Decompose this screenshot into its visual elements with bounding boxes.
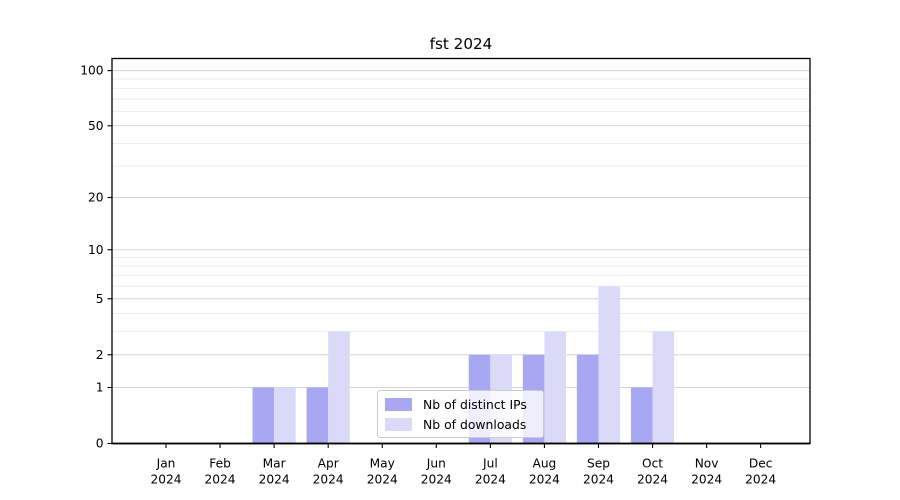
x-tick-label-month: Oct	[642, 457, 663, 471]
y-tick-label: 5	[96, 292, 104, 306]
legend-swatch-downloads	[385, 417, 412, 431]
x-tick-label-year: 2024	[583, 473, 614, 487]
y-tick-label: 2	[96, 348, 104, 362]
x-tick-label-year: 2024	[150, 473, 181, 487]
bar-downloads	[598, 286, 621, 444]
x-tick-label-month: Jul	[482, 457, 498, 471]
y-tick-label: 0	[96, 437, 104, 451]
x-tick-label-month: Jun	[426, 457, 446, 471]
legend-item-downloads: Nb of downloads	[385, 416, 537, 433]
y-tick-label: 20	[88, 191, 104, 205]
bar-downloads	[328, 331, 350, 444]
legend-label-downloads: Nb of downloads	[423, 416, 527, 432]
x-tick-label-year: 2024	[637, 473, 668, 487]
x-tick-label-month: Dec	[749, 457, 773, 471]
legend-swatch-distinct-ips	[385, 397, 412, 411]
x-tick-label-year: 2024	[529, 473, 560, 487]
bar-distinct-ips	[576, 354, 599, 444]
x-tick-label-year: 2024	[313, 473, 344, 487]
axes-frame	[111, 57, 811, 445]
x-tick-label-month: Mar	[263, 457, 287, 471]
bar-distinct-ips	[630, 387, 653, 444]
legend-label-distinct-ips: Nb of distinct IPs	[423, 396, 527, 412]
x-tick-label-year: 2024	[259, 473, 290, 487]
y-tick-label: 100	[80, 64, 103, 78]
bar-downloads	[544, 331, 567, 444]
x-tick-label-month: Nov	[695, 457, 719, 471]
y-tick-label: 50	[88, 119, 104, 133]
x-tick-label-month: Apr	[318, 457, 340, 471]
x-tick-label-month: May	[370, 457, 395, 471]
chart-title: fst 2024	[429, 35, 493, 53]
x-tick-label-year: 2024	[745, 473, 776, 487]
bar-downloads	[652, 331, 675, 444]
bar-downloads	[274, 387, 296, 444]
legend-item-distinct-ips: Nb of distinct IPs	[385, 396, 537, 413]
x-tick-label-year: 2024	[205, 473, 236, 487]
legend: Nb of distinct IPs Nb of downloads	[377, 390, 544, 438]
bar-distinct-ips	[252, 387, 275, 444]
x-tick-label-month: Sep	[587, 457, 610, 471]
x-tick-label-year: 2024	[367, 473, 398, 487]
x-tick-label-month: Feb	[209, 457, 231, 471]
x-tick-label-month: Aug	[533, 457, 557, 471]
x-tick-label-month: Jan	[156, 457, 176, 471]
bar-distinct-ips	[306, 387, 329, 444]
x-tick-label-year: 2024	[421, 473, 452, 487]
y-tick-label: 10	[88, 243, 104, 257]
x-tick-label-year: 2024	[475, 473, 506, 487]
y-tick-label: 1	[96, 381, 104, 395]
x-tick-label-year: 2024	[691, 473, 722, 487]
